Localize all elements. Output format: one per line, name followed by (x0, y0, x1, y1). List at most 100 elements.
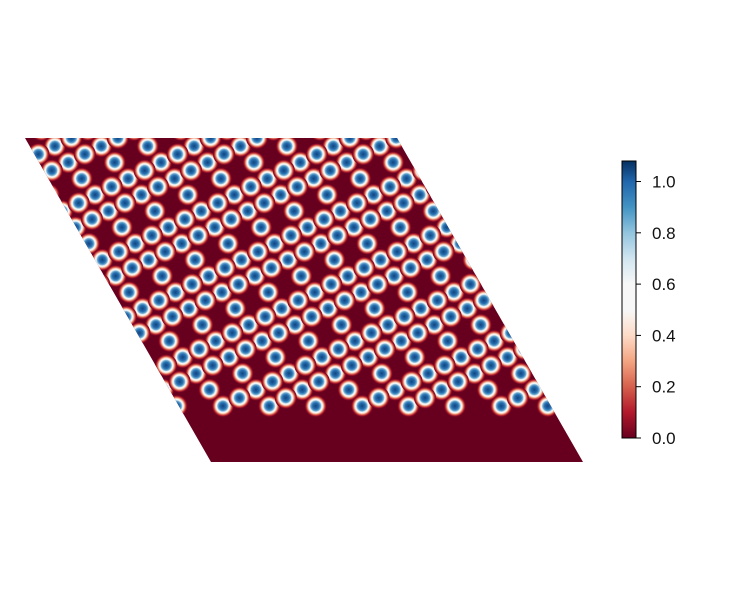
lattice-peak (505, 273, 528, 296)
lattice-peak (246, 138, 268, 149)
lattice-peak (29, 370, 52, 393)
lattice-peak (571, 240, 583, 263)
lattice-peak (456, 297, 479, 320)
lattice-peak (353, 256, 376, 279)
lattice-peak (539, 370, 562, 393)
lattice-peak (492, 256, 515, 279)
lattice-peak (43, 138, 66, 158)
lattice-peak (210, 281, 233, 304)
lattice-peak (319, 159, 342, 182)
heatmap (0, 111, 583, 462)
lattice-peak (488, 167, 511, 190)
lattice-peak (239, 175, 262, 198)
lattice-peak (333, 289, 356, 312)
lattice-peak (76, 138, 99, 141)
lattice-peak (455, 183, 478, 206)
lattice-peak (117, 167, 140, 190)
lattice-peak (395, 167, 418, 190)
lattice-peak (546, 321, 568, 344)
lattice-peak (84, 183, 107, 206)
lattice-peak (118, 281, 141, 304)
lattice-peak (57, 151, 80, 174)
lattice-peak (541, 232, 564, 255)
lattice-peak (363, 297, 386, 320)
lattice-peak (346, 192, 368, 214)
lattice-peak (462, 248, 485, 271)
lattice-peak (37, 183, 60, 206)
lattice-peak (166, 143, 189, 166)
lattice-peak (49, 338, 71, 361)
lattice-peak (548, 183, 571, 206)
lattice-peak (372, 111, 394, 133)
lattice-peak (350, 281, 373, 304)
lattice-peak (183, 138, 206, 158)
lattice-peak (562, 313, 583, 336)
lattice-peak (60, 138, 83, 149)
lattice-peak (105, 378, 128, 401)
lattice-peak (436, 330, 459, 352)
lattice-peak (323, 248, 346, 271)
lattice-peak (400, 370, 423, 393)
lattice-peak (203, 216, 226, 239)
lattice-peak (373, 338, 396, 361)
lattice-peak (326, 224, 349, 247)
lattice-peak (337, 378, 360, 401)
lattice-peak (106, 138, 129, 149)
lattice-peak (25, 289, 31, 312)
lattice-peak (330, 313, 353, 336)
lattice-peak (574, 216, 583, 239)
lattice-peak (74, 256, 97, 279)
lattice-peak (221, 321, 244, 344)
lattice-peak (409, 297, 432, 320)
lattice-peak (194, 289, 217, 312)
lattice-peak (233, 111, 255, 133)
lattice-peak (0, 119, 6, 141)
lattice-peak (495, 232, 518, 255)
lattice-peak (89, 386, 112, 409)
lattice-peak (507, 138, 530, 158)
lattice-peak (231, 362, 254, 385)
lattice-peak (357, 346, 380, 369)
lattice-peak (133, 159, 156, 182)
lattice-peak (0, 184, 13, 206)
lattice-peak (452, 208, 475, 231)
lattice-peak (581, 167, 583, 190)
lattice-peak (385, 138, 408, 149)
lattice-peak (198, 378, 221, 401)
lattice-peak (553, 386, 576, 409)
lattice-peak (458, 159, 481, 182)
lattice-peak (137, 248, 160, 271)
lattice-peak (164, 281, 187, 304)
lattice-peak (521, 151, 544, 174)
lattice-peak (228, 386, 251, 409)
lattice-peak (131, 297, 154, 320)
lattice-peak (90, 138, 113, 158)
lattice-peak (154, 240, 177, 263)
lattice-peak (352, 143, 375, 166)
lattice-peak (499, 321, 522, 344)
lattice-peak (181, 273, 203, 296)
lattice-peak (522, 265, 545, 287)
lattice-peak (359, 208, 382, 231)
lattice-peak (549, 297, 572, 320)
lattice-peak (417, 362, 440, 385)
lattice-peak (165, 395, 188, 417)
lattice-peak (317, 297, 340, 320)
lattice-peak (461, 138, 484, 158)
lattice-peak (542, 346, 565, 369)
lattice-peak (78, 346, 101, 369)
lattice-peak (128, 321, 151, 344)
lattice-peak (223, 183, 246, 206)
colorbar-tick-label: 0.6 (652, 275, 676, 294)
lattice-peak (187, 224, 210, 247)
lattice-peak (114, 192, 136, 214)
lattice-peak (485, 192, 508, 214)
lattice-peak (338, 138, 361, 149)
lattice-peak (360, 321, 383, 344)
lattice-peak (403, 346, 426, 369)
lattice-peak (567, 151, 583, 174)
lattice-peak (257, 281, 280, 304)
lattice-peak (177, 297, 200, 320)
lattice-peak (52, 313, 75, 336)
